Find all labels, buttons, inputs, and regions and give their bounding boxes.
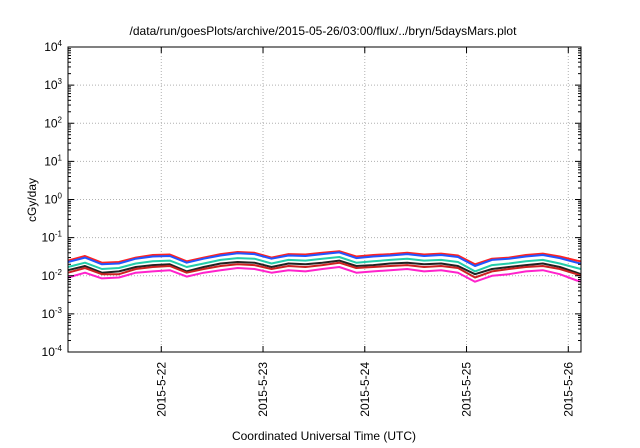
x-tick-label: 2015-5-22 [154,362,168,417]
y-tick-label: 104 [44,39,62,54]
y-axis-label: cGy/day [25,178,39,222]
y-axis: 10-4 10-3 10-2 10-1 100 101 102 103 104 [42,39,581,359]
y-tick-label: 102 [44,115,62,130]
y-tick-label: 101 [44,153,62,168]
x-axis: 2015-5-22 2015-5-23 2015-5-24 2015-5-25 2015… [154,47,575,417]
x-tick-label: 2015-5-24 [358,362,372,417]
series-line [67,259,582,276]
series-line [67,256,582,273]
y-tick-label: 100 [44,192,62,207]
x-tick-label: 2015-5-26 [561,362,575,417]
series-line [67,266,582,283]
chart-title: /data/run/goesPlots/archive/2015-05-26/0… [130,24,518,38]
plot-frame [67,46,582,353]
series-line [67,261,582,279]
series-line [67,251,582,267]
grid [68,47,581,352]
y-tick-label: 10-3 [42,306,63,321]
series-line [67,250,582,266]
y-tick-label: 10-1 [42,230,63,245]
y-tick-label: 10-2 [42,268,63,283]
x-axis-label: Coordinated Universal Time (UTC) [232,429,416,443]
x-tick-label: 2015-5-23 [256,362,270,417]
series-layer [67,250,582,283]
y-tick-label: 10-4 [42,344,63,359]
y-tick-label: 103 [44,77,62,92]
x-tick-label: 2015-5-25 [460,362,474,417]
